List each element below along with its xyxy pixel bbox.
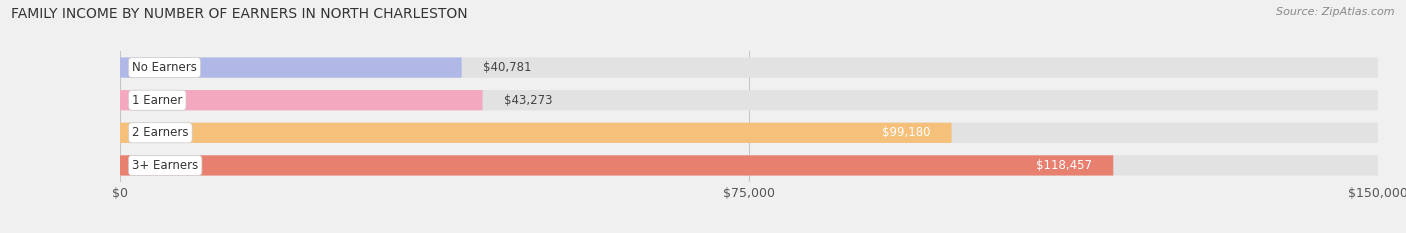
FancyBboxPatch shape: [120, 90, 482, 110]
FancyBboxPatch shape: [120, 90, 1378, 110]
Text: 1 Earner: 1 Earner: [132, 94, 183, 107]
Text: FAMILY INCOME BY NUMBER OF EARNERS IN NORTH CHARLESTON: FAMILY INCOME BY NUMBER OF EARNERS IN NO…: [11, 7, 468, 21]
Text: 2 Earners: 2 Earners: [132, 126, 188, 139]
FancyBboxPatch shape: [120, 155, 1114, 175]
FancyBboxPatch shape: [120, 155, 1378, 175]
Text: 3+ Earners: 3+ Earners: [132, 159, 198, 172]
Text: $43,273: $43,273: [503, 94, 553, 107]
FancyBboxPatch shape: [120, 58, 1378, 78]
FancyBboxPatch shape: [120, 58, 461, 78]
Text: No Earners: No Earners: [132, 61, 197, 74]
Text: $99,180: $99,180: [882, 126, 931, 139]
Text: $40,781: $40,781: [482, 61, 531, 74]
Text: $118,457: $118,457: [1036, 159, 1092, 172]
Text: Source: ZipAtlas.com: Source: ZipAtlas.com: [1277, 7, 1395, 17]
FancyBboxPatch shape: [120, 123, 952, 143]
FancyBboxPatch shape: [120, 123, 1378, 143]
